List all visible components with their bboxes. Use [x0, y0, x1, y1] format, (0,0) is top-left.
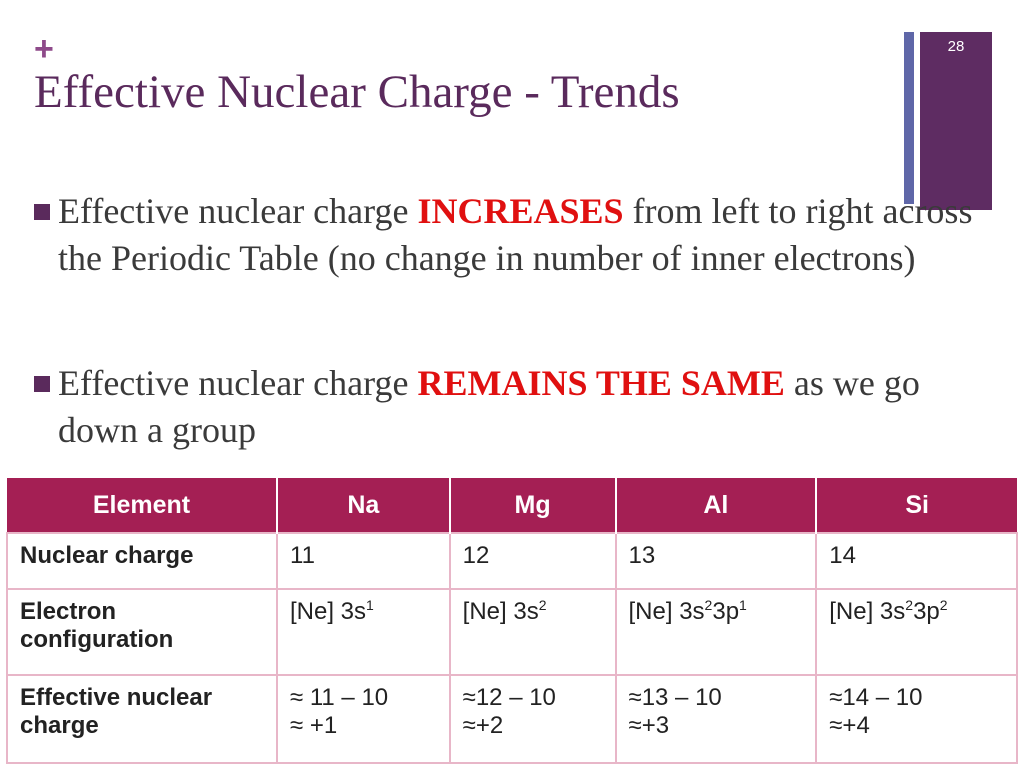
config-sup: 2: [905, 597, 914, 613]
table-cell: 14: [815, 532, 1018, 590]
header-na: Na: [276, 478, 450, 533]
table-row: Electron configuration [Ne] 3s1 [Ne] 3s2…: [6, 588, 1018, 676]
config-base: [Ne] 3s: [628, 598, 705, 625]
zeff-result: ≈+4: [829, 712, 870, 739]
accent-bar-thick: [920, 32, 992, 210]
page-number: 28: [947, 38, 965, 55]
zeff-result: ≈+2: [462, 712, 504, 739]
bullet-1: Effective nuclear charge INCREASES from …: [34, 188, 994, 282]
accent-bar-thin: [904, 32, 914, 204]
bullet-1-emphasis: INCREASES: [417, 191, 624, 231]
header-si: Si: [815, 478, 1017, 533]
header-al: Al: [614, 478, 817, 533]
zeff-expression: ≈13 – 10: [628, 684, 722, 711]
table-cell: [Ne] 3s2: [448, 588, 617, 676]
config-mid: 3p: [712, 598, 740, 625]
bullet-1-after: from left to right across the Periodic T…: [58, 191, 973, 278]
header-mg: Mg: [448, 478, 616, 533]
config-sup: 2: [538, 597, 547, 613]
config-sup: 1: [739, 597, 747, 613]
table-cell: [Ne] 3s23p2: [815, 588, 1018, 676]
square-bullet-icon: [34, 376, 50, 392]
config-base: [Ne] 3s: [829, 598, 906, 625]
bullet-1-text: Effective nuclear charge INCREASES from …: [58, 188, 994, 282]
zeff-result: ≈+3: [628, 712, 670, 739]
slide-title: Effective Nuclear Charge - Trends: [34, 66, 680, 118]
table-cell: 12: [448, 532, 617, 590]
square-bullet-icon: [34, 204, 50, 220]
bullet-1-before: Effective nuclear charge: [58, 191, 418, 231]
config-base: [Ne] 3s: [462, 598, 539, 625]
table-cell: ≈12 – 10 ≈+2: [448, 674, 617, 764]
zeff-expression: ≈14 – 10: [829, 684, 923, 711]
bullet-2-text: Effective nuclear charge REMAINS THE SAM…: [58, 360, 994, 454]
table-row: Effective nuclear charge ≈ 11 – 10 ≈ +1 ≈…: [6, 674, 1018, 764]
table-cell: ≈ 11 – 10 ≈ +1: [276, 674, 451, 764]
bullet-2-emphasis: REMAINS THE SAME: [417, 363, 785, 403]
table-row: Nuclear charge 11 12 13 14: [6, 532, 1018, 590]
table-cell: ≈14 – 10 ≈+4: [815, 674, 1018, 764]
table-cell: ≈13 – 10 ≈+3: [614, 674, 818, 764]
config-base: [Ne] 3s: [290, 598, 367, 625]
table-cell: [Ne] 3s1: [276, 588, 451, 676]
config-sup: 1: [366, 597, 374, 613]
header-element: Element: [7, 478, 277, 533]
table-cell: 13: [614, 532, 818, 590]
config-sup: 2: [939, 597, 948, 613]
table-cell: [Ne] 3s23p1: [614, 588, 818, 676]
zeff-expression: ≈ 11 – 10: [290, 684, 389, 711]
table-cell: 11: [276, 532, 451, 590]
config-mid: 3p: [913, 598, 940, 625]
plus-icon: +: [34, 30, 54, 68]
bullet-2-after: as we go down a group: [58, 363, 920, 450]
effective-charge-table: Element Na Mg Al Si Nuclear charge 11 12…: [6, 478, 1018, 764]
config-sup: 2: [704, 597, 713, 613]
zeff-result: ≈ +1: [290, 712, 338, 739]
table-header-row: Element Na Mg Al Si: [7, 478, 1017, 533]
bullet-2: Effective nuclear charge REMAINS THE SAM…: [34, 360, 994, 454]
row-label-effective-nuclear-charge: Effective nuclear charge: [6, 674, 278, 764]
zeff-expression: ≈12 – 10: [462, 684, 556, 711]
row-label-nuclear-charge: Nuclear charge: [6, 532, 278, 590]
bullet-2-before: Effective nuclear charge: [58, 363, 418, 403]
row-label-electron-configuration: Electron configuration: [6, 588, 278, 676]
